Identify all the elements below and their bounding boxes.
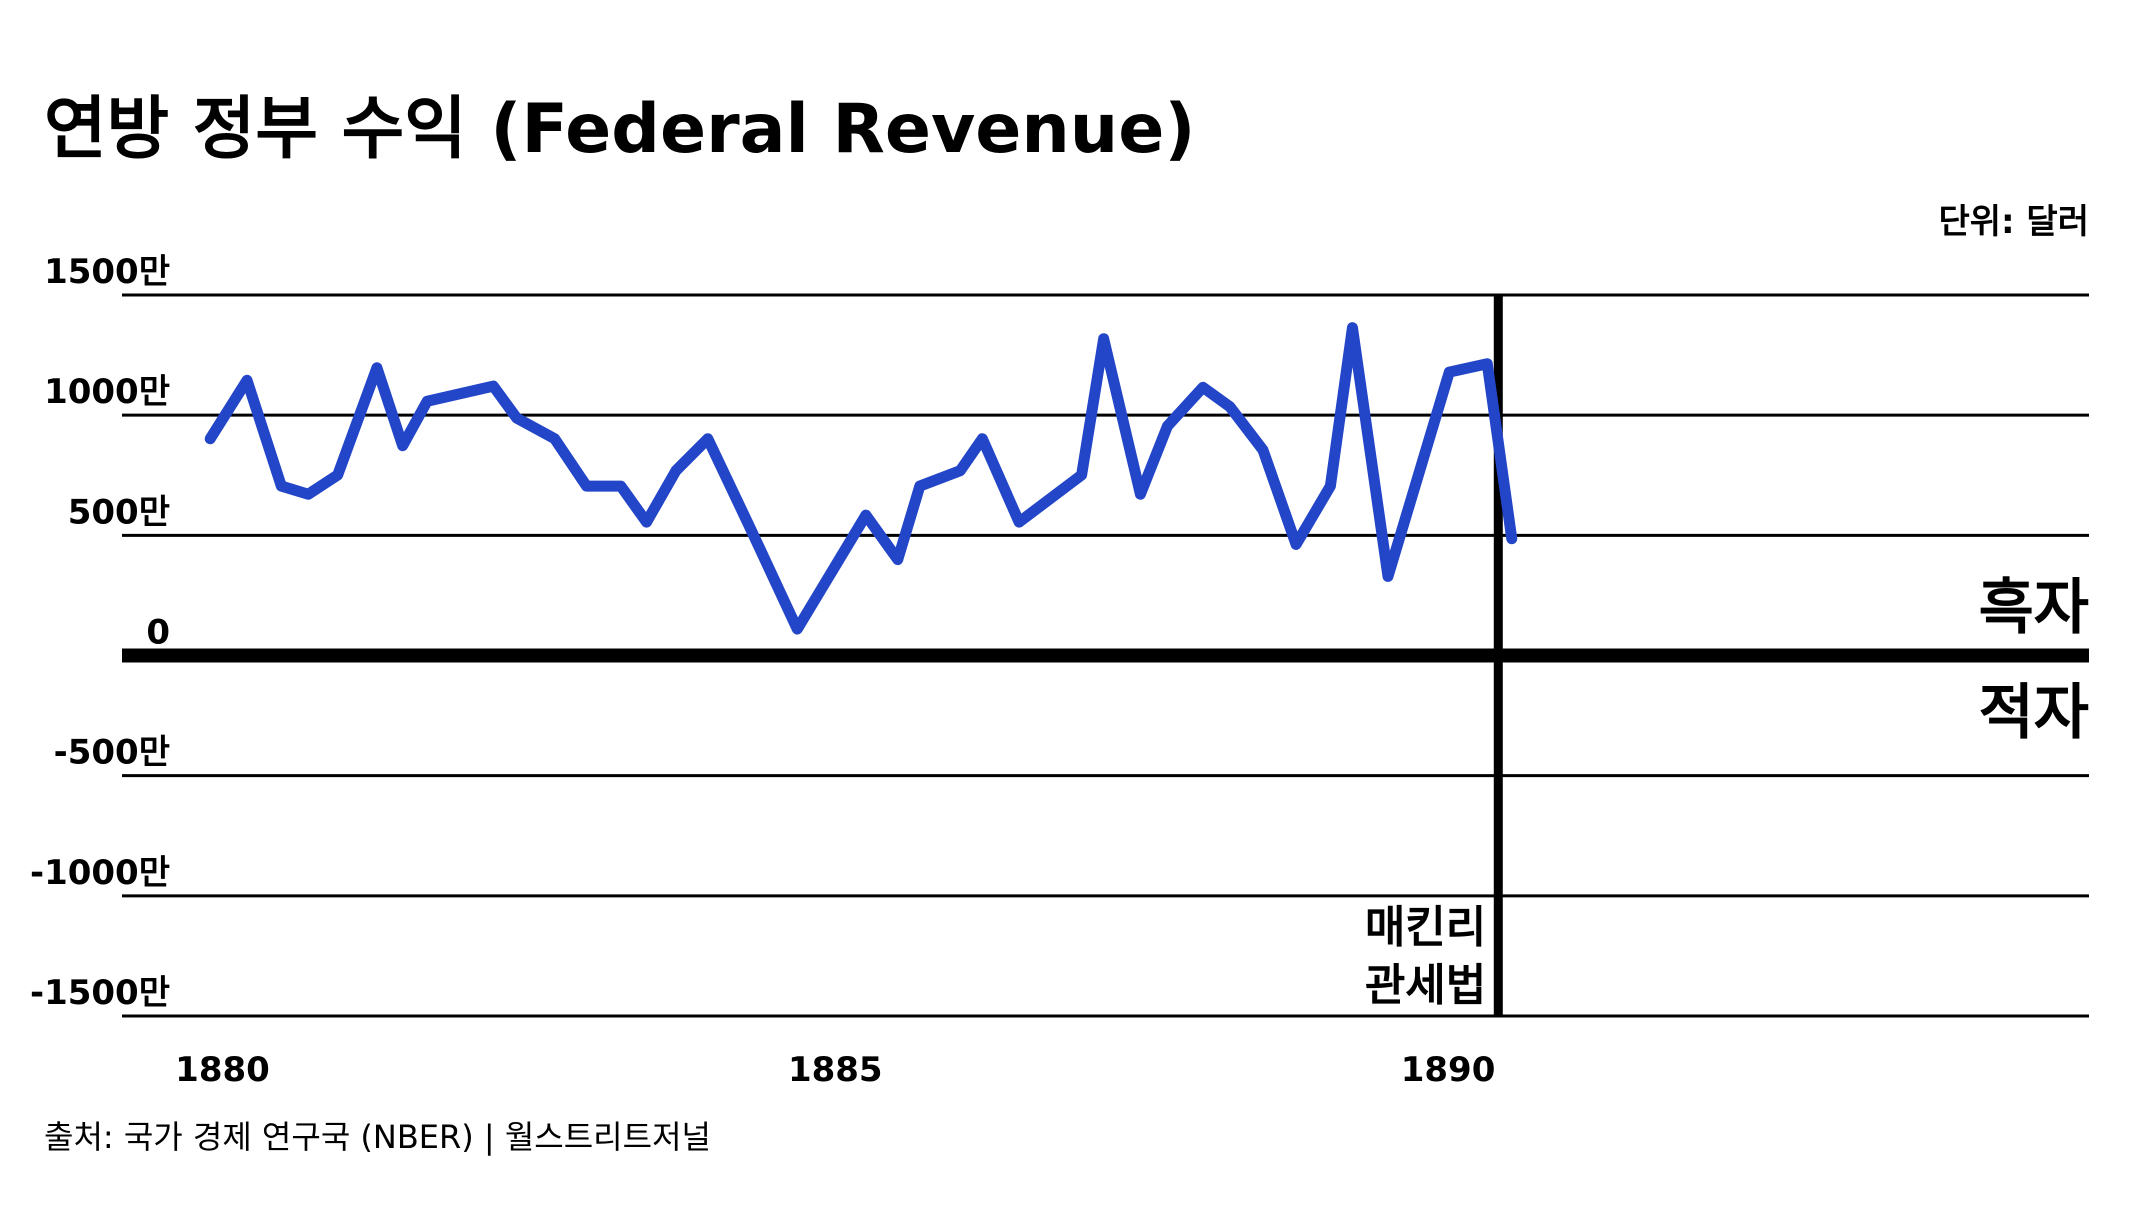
y-tick-label: -1500만	[30, 973, 170, 1013]
y-tick-label: 1500만	[44, 252, 170, 292]
x-tick-label: 1890	[1401, 1050, 1496, 1090]
annotation-label: 관세법	[1365, 960, 1486, 1011]
y-tick-label: -1000만	[30, 853, 170, 893]
y-tick-label: 0	[146, 613, 170, 653]
y-tick-label: 500만	[68, 492, 170, 532]
x-tick-label: 1880	[175, 1050, 270, 1090]
y-tick-label: -500만	[54, 733, 170, 773]
x-tick-label: 1885	[788, 1050, 883, 1090]
deficit-label: 적자	[1979, 678, 2089, 748]
y-tick-label: 1000만	[44, 372, 170, 412]
chart-title: 연방 정부 수익 (Federal Revenue)	[44, 90, 1195, 169]
surplus-label: 흑자	[1979, 573, 2089, 643]
source: 출처: 국가 경제 연구국 (NBER) | 월스트리트저널	[44, 1118, 711, 1156]
unit-note: 단위: 달러	[1938, 202, 2089, 242]
data-line	[204, 322, 1518, 635]
annotation-label: 매킨리	[1365, 902, 1486, 953]
